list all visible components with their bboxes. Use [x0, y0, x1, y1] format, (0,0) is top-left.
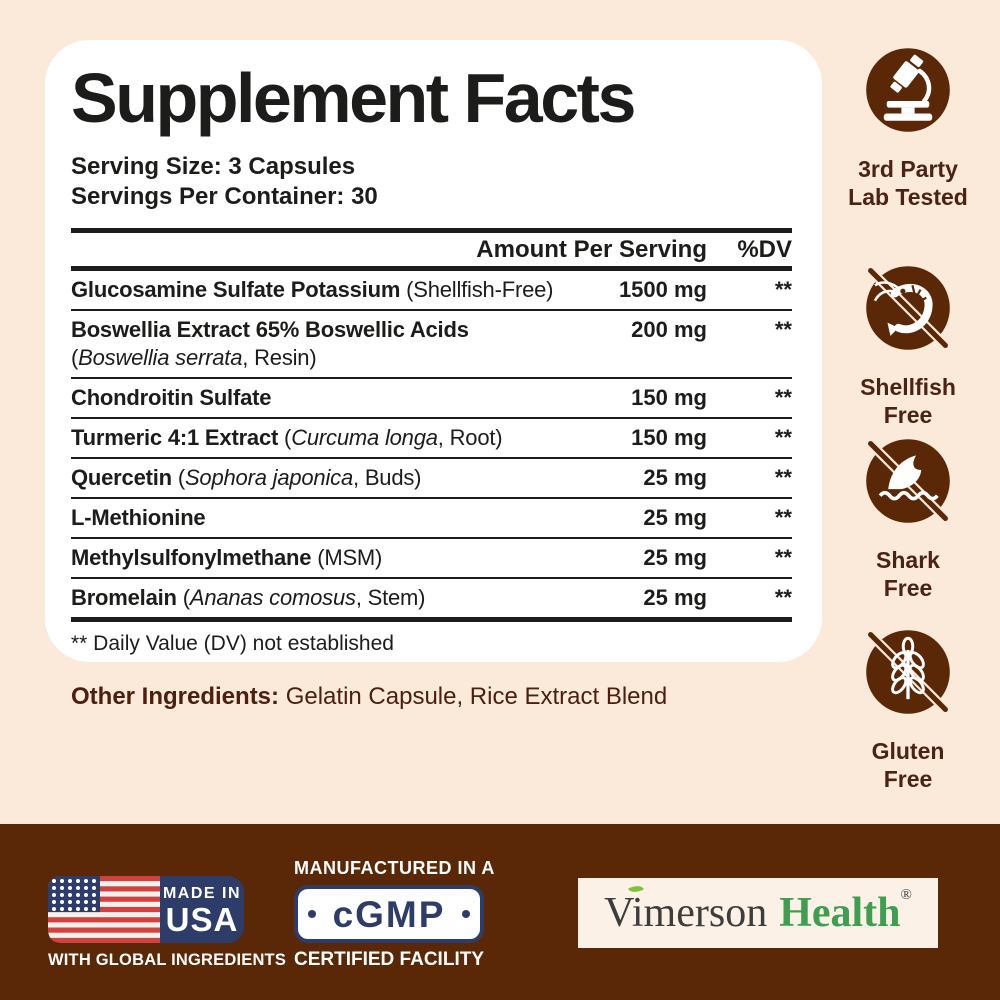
- usa-badge: MADE IN USA: [48, 876, 244, 943]
- shellfish-free-badge: Shellfish Free: [833, 264, 983, 429]
- shark-free-badge: Shark Free: [833, 437, 983, 602]
- ingredient-name: L-Methionine: [71, 505, 206, 530]
- shark-fin-icon: [866, 439, 950, 523]
- table-row: Bromelain (Ananas comosus, Stem) 25 mg **: [71, 579, 792, 617]
- table-rows: Glucosamine Sulfate Potassium (Shellfish…: [71, 271, 792, 617]
- badge-list: 3rd Party Lab Tested Shellfish Free Shark F…: [833, 40, 983, 820]
- amount-value: 25 mg: [643, 545, 707, 570]
- ingredient-name: Boswellia Extract 65% Boswellic Acids: [71, 317, 469, 342]
- vimerson-health-logo: Vimerson Health ®: [578, 878, 938, 948]
- amount-value: 200 mg: [631, 317, 707, 342]
- brand-name-secondary: Health: [779, 890, 901, 936]
- table-row: Methylsulfonylmethane (MSM) 25 mg **: [71, 539, 792, 579]
- amount-value: 150 mg: [631, 425, 707, 450]
- other-ingredients-line: Other Ingredients: Gelatin Capsule, Rice…: [71, 683, 667, 711]
- table-row: Chondroitin Sulfate 150 mg **: [71, 379, 792, 419]
- ingredient-name: Turmeric 4:1 Extract (Curcuma longa, Roo…: [71, 425, 503, 450]
- other-ingredients-label: Other Ingredients:: [71, 683, 280, 710]
- badge-label: Shark Free: [876, 547, 940, 601]
- ingredient-name: Methylsulfonylmethane (MSM): [71, 545, 383, 570]
- badge-label: Gluten Free: [871, 738, 945, 792]
- cgmp-right-dot: [461, 910, 470, 918]
- gluten-free-badge: Gluten Free: [833, 628, 983, 793]
- dv-value: **: [774, 465, 792, 490]
- table-header: Amount Per Serving %DV: [71, 233, 792, 266]
- cgmp-top-caption: MANUFACTURED IN A: [294, 858, 495, 878]
- ingredient-name: Quercetin (Sophora japonica, Buds): [71, 465, 422, 490]
- amount-per-serving-header: Amount Per Serving: [476, 236, 707, 263]
- amount-value: 25 mg: [643, 505, 707, 530]
- global-ingredients-caption: WITH GLOBAL INGREDIENTS: [48, 951, 287, 969]
- table-row: Boswellia Extract 65% Boswellic Acids 200…: [71, 311, 792, 379]
- table-row: L-Methionine 25 mg **: [71, 499, 792, 539]
- amount-value: 25 mg: [643, 465, 707, 490]
- dv-value: **: [774, 277, 792, 302]
- ingredient-name: Bromelain (Ananas comosus, Stem): [71, 585, 426, 610]
- table-row: Glucosamine Sulfate Potassium (Shellfish…: [71, 271, 792, 311]
- made-in-usa-badge: MADE IN USA WITH GLOBAL INGREDIENTS: [48, 876, 287, 970]
- servings-per-container-line: Servings Per Container: 30: [71, 183, 378, 210]
- cgmp-left-dot: [308, 910, 316, 918]
- supplement-facts-panel: Supplement Facts Serving Size: 3 Capsule…: [45, 40, 822, 662]
- dv-header: %DV: [737, 236, 792, 263]
- table-top-rule: [71, 228, 792, 233]
- shrimp-icon: [866, 266, 950, 350]
- made-in-label: MADE IN: [162, 884, 242, 902]
- microscope-icon: [866, 48, 950, 132]
- table-bottom-rule: [71, 617, 792, 622]
- dv-value: **: [774, 317, 792, 342]
- brand-name-primary: Vimerson: [604, 890, 768, 936]
- table-header-rule: [71, 266, 792, 271]
- leaf-icon: i: [631, 890, 644, 936]
- dv-value: **: [774, 505, 792, 530]
- amount-value: 150 mg: [631, 385, 707, 410]
- registered-mark: ®: [900, 887, 912, 903]
- wheat-icon: [866, 630, 950, 714]
- cgmp-label: cGMP: [332, 893, 446, 935]
- dv-value: **: [774, 585, 792, 610]
- daily-value-footnote: ** Daily Value (DV) not established: [71, 632, 394, 655]
- ingredient-name: Glucosamine Sulfate Potassium (Shellfish…: [71, 277, 554, 302]
- dv-value: **: [774, 385, 792, 410]
- ingredient-name: Chondroitin Sulfate: [71, 385, 272, 410]
- made-in-usa-text-block: MADE IN USA: [160, 876, 244, 943]
- footer-bar: MADE IN USA WITH GLOBAL INGREDIENTS MANU…: [0, 824, 1000, 1000]
- badge-label: 3rd Party Lab Tested: [848, 156, 968, 210]
- serving-size-line: Serving Size: 3 Capsules: [71, 153, 356, 180]
- 3rd-party-lab-tested-badge: 3rd Party Lab Tested: [833, 46, 983, 211]
- usa-flag-icon: [48, 876, 160, 943]
- cgmp-badge: MANUFACTURED IN A cGMP CERTIFIED FACILIT…: [294, 858, 495, 971]
- cgmp-bottom-caption: CERTIFIED FACILITY: [294, 949, 484, 970]
- cgmp-box: cGMP: [294, 885, 484, 943]
- serving-info: Serving Size: 3 Capsules Servings Per Co…: [71, 152, 792, 212]
- dv-value: **: [774, 425, 792, 450]
- amount-value: 25 mg: [643, 585, 707, 610]
- table-row: Quercetin (Sophora japonica, Buds) 25 mg *…: [71, 459, 792, 499]
- supplement-facts-title: Supplement Facts: [71, 59, 636, 137]
- table-row: Turmeric 4:1 Extract (Curcuma longa, Roo…: [71, 419, 792, 459]
- badge-label: Shellfish Free: [860, 374, 956, 428]
- amount-value: 1500 mg: [618, 277, 707, 302]
- usa-label: USA: [165, 900, 239, 938]
- dv-value: **: [774, 545, 792, 570]
- ingredient-name-continued: (Boswellia serrata, Resin): [71, 345, 317, 370]
- other-ingredients-value: Gelatin Capsule, Rice Extract Blend: [279, 683, 668, 710]
